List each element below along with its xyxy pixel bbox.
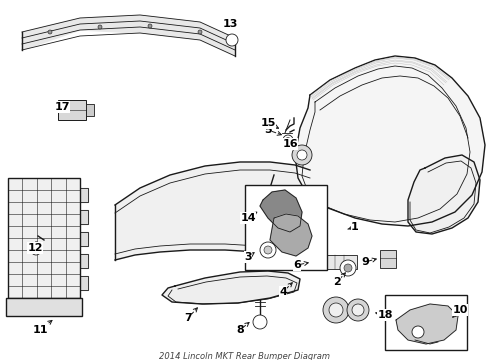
Text: 3: 3 xyxy=(244,252,251,262)
Polygon shape xyxy=(80,188,88,202)
Bar xyxy=(6,298,82,316)
Circle shape xyxy=(411,326,423,338)
Circle shape xyxy=(323,297,348,323)
Circle shape xyxy=(266,190,276,200)
Circle shape xyxy=(296,150,306,160)
Circle shape xyxy=(31,245,41,255)
Circle shape xyxy=(198,30,202,34)
Circle shape xyxy=(343,264,351,272)
Circle shape xyxy=(290,217,301,227)
Circle shape xyxy=(148,24,152,28)
Polygon shape xyxy=(80,232,88,246)
Polygon shape xyxy=(80,254,88,268)
Text: 2: 2 xyxy=(332,277,340,287)
Bar xyxy=(244,185,326,270)
Circle shape xyxy=(260,242,275,258)
Polygon shape xyxy=(269,214,311,256)
Circle shape xyxy=(285,138,290,143)
Text: 2014 Lincoln MKT Rear Bumper Diagram: 2014 Lincoln MKT Rear Bumper Diagram xyxy=(159,352,329,360)
Polygon shape xyxy=(162,271,299,304)
Polygon shape xyxy=(22,15,235,56)
Polygon shape xyxy=(260,190,302,232)
Circle shape xyxy=(283,135,292,145)
Text: 9: 9 xyxy=(360,257,368,267)
Text: 6: 6 xyxy=(292,260,300,270)
Polygon shape xyxy=(294,56,484,226)
Text: 14: 14 xyxy=(240,213,255,223)
Text: 13: 13 xyxy=(222,19,237,29)
Text: 8: 8 xyxy=(236,325,244,335)
Text: 1: 1 xyxy=(350,222,358,232)
Polygon shape xyxy=(395,304,457,344)
Text: 15: 15 xyxy=(260,118,275,128)
Circle shape xyxy=(264,246,271,254)
Bar xyxy=(271,255,356,269)
Polygon shape xyxy=(407,155,479,234)
Circle shape xyxy=(252,315,266,329)
Circle shape xyxy=(339,260,355,276)
Text: 5: 5 xyxy=(264,125,271,135)
Text: 12: 12 xyxy=(27,243,42,253)
Text: 11: 11 xyxy=(32,325,48,335)
Circle shape xyxy=(34,248,39,252)
Text: 16: 16 xyxy=(282,139,297,149)
Circle shape xyxy=(328,303,342,317)
Bar xyxy=(8,178,80,298)
Circle shape xyxy=(98,25,102,29)
Bar xyxy=(379,250,395,268)
Circle shape xyxy=(346,299,368,321)
Circle shape xyxy=(48,30,52,34)
Text: 10: 10 xyxy=(451,305,467,315)
Polygon shape xyxy=(80,210,88,224)
Text: 17: 17 xyxy=(54,102,70,112)
Text: 7: 7 xyxy=(184,313,191,323)
Circle shape xyxy=(291,145,311,165)
Text: 18: 18 xyxy=(376,310,392,320)
Circle shape xyxy=(351,304,363,316)
Polygon shape xyxy=(115,162,309,262)
Text: 4: 4 xyxy=(279,287,286,297)
Circle shape xyxy=(225,34,238,46)
Bar xyxy=(86,104,94,116)
Bar xyxy=(384,295,466,350)
Bar xyxy=(58,100,86,120)
Polygon shape xyxy=(80,276,88,290)
